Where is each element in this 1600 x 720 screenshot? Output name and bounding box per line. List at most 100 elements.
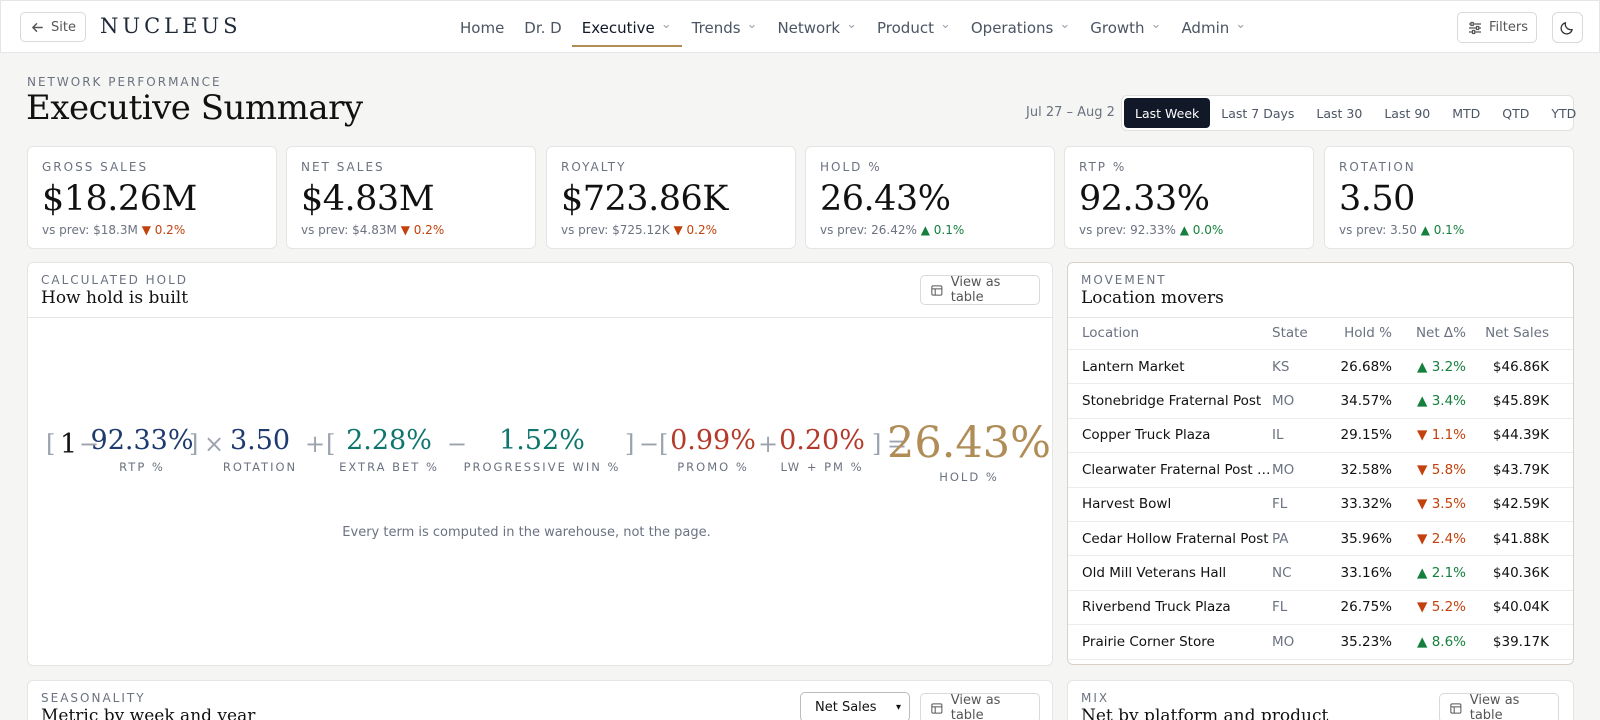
column-header[interactable]: Net Δ% [1415, 325, 1466, 341]
term-promo-value: 0.99% [670, 425, 756, 456]
net-delta-cell: ▲ 8.6% [1417, 633, 1466, 650]
kpi-card-net-sales: NET SALES $4.83M vs prev: $4.83M ▼ 0.2% [286, 146, 536, 249]
net-delta-cell: ▲ 3.2% [1417, 358, 1466, 375]
filters-label: Filters [1489, 20, 1528, 35]
kpi-label: GROSS SALES [42, 160, 149, 174]
term-hold-label: HOLD % [939, 470, 999, 484]
column-header[interactable]: Net Sales [1485, 325, 1549, 341]
range-option-ytd[interactable]: YTD [1551, 105, 1577, 121]
kpi-delta: ▲ 0.0% [1179, 223, 1224, 237]
seasonality-view-as-table-button[interactable]: View as table [920, 693, 1040, 720]
range-option-last-7-days[interactable]: Last 7 Days [1221, 105, 1295, 121]
bracket-open: [ [659, 430, 669, 458]
kpi-comparison: vs prev: $18.3M ▼ 0.2% [42, 223, 262, 237]
minus-operator: − [79, 430, 100, 458]
nav-item-admin[interactable]: Admin ⌄ [1171, 1, 1256, 54]
nav-item-operations[interactable]: Operations ⌄ [961, 1, 1080, 54]
range-option-last-week[interactable]: Last Week [1124, 98, 1211, 128]
kpi-card-rotation: ROTATION 3.50 vs prev: 3.50 ▲ 0.1% [1324, 146, 1574, 249]
nav-item-product[interactable]: Product ⌄ [867, 1, 961, 54]
hold-cell: 33.32% [1340, 496, 1392, 513]
times-operator: × [204, 430, 225, 458]
table-row[interactable]: Stonebridge Fraternal Post MO 34.57% ▲ 3.4%… [1068, 384, 1573, 419]
calculated-hold-panel: CALCULATED HOLD How hold is built View a… [27, 262, 1053, 666]
state-cell: MO [1272, 633, 1295, 650]
kpi-value: 92.33% [1079, 179, 1210, 219]
mix-panel-title: Net by platform and product [1081, 706, 1329, 720]
net-delta-cell: ▼ 2.4% [1417, 530, 1466, 547]
location-cell: Prairie Corner Store [1082, 633, 1215, 650]
moon-icon [1560, 22, 1573, 35]
nav-item-dr-d[interactable]: Dr. D [514, 1, 571, 54]
term-promo: 0.99% PROMO % [670, 425, 756, 474]
term-extra-bet-label: EXTRA BET % [339, 460, 439, 474]
term-promo-label: PROMO % [677, 460, 749, 474]
hold-view-as-table-button[interactable]: View as table [920, 275, 1040, 305]
range-option-last-30[interactable]: Last 30 [1316, 105, 1363, 121]
table-row[interactable]: Prairie Corner Store MO 35.23% ▲ 8.6% $39.17… [1068, 625, 1573, 660]
kpi-previous: vs prev: $4.83M [301, 223, 397, 237]
kpi-comparison: vs prev: $725.12K ▼ 0.2% [561, 223, 781, 237]
hold-formula: [ 1 − 92.33% RTP % ] × 3.50 ROTATION + [… [0, 419, 1053, 495]
range-option-last-90[interactable]: Last 90 [1384, 105, 1431, 121]
nav-item-label: Trends [691, 18, 741, 37]
view-as-table-label: View as table [950, 693, 1001, 720]
minus-operator: − [447, 430, 468, 458]
column-header[interactable]: Hold % [1344, 325, 1392, 341]
kpi-card-rtp: RTP % 92.33% vs prev: 92.33% ▲ 0.0% [1064, 146, 1314, 249]
nav-item-label: Operations [970, 18, 1054, 37]
table-row[interactable]: Harvest Bowl FL 33.32% ▼ 3.5% $42.59K [1068, 488, 1573, 522]
chevron-down-icon: ⌄ [939, 17, 951, 32]
page-title: Executive Summary [26, 88, 363, 128]
nav-item-growth[interactable]: Growth ⌄ [1080, 1, 1171, 54]
bracket-close: ] [625, 430, 635, 458]
mix-view-as-table-button[interactable]: View as table [1439, 693, 1559, 720]
table-row[interactable]: Lantern Market KS 26.68% ▲ 3.2% $46.86K [1068, 350, 1573, 385]
range-option-mtd[interactable]: MTD [1452, 105, 1481, 121]
kpi-delta: ▼ 0.2% [400, 223, 445, 237]
table-row[interactable]: Clearwater Fraternal Post #... MO 32.58% ▼ … [1068, 453, 1573, 488]
chevron-down-icon: ▾ [895, 702, 901, 713]
table-row[interactable]: Copper Truck Plaza IL 29.15% ▼ 1.1% $44.39K [1068, 419, 1573, 454]
table-row[interactable]: Old Mill Veterans Hall NC 33.16% ▲ 2.1% $40.… [1068, 556, 1573, 591]
kpi-value: $18.26M [42, 179, 197, 219]
term-progressive-value: 1.52% [499, 425, 585, 456]
table-icon [1450, 702, 1462, 714]
kpi-label: ROYALTY [561, 160, 627, 174]
nav-item-home[interactable]: Home [450, 1, 514, 54]
chevron-down-icon: ⌄ [660, 17, 672, 32]
plus-operator: + [758, 430, 779, 458]
net-sales-cell: $43.79K [1492, 461, 1549, 478]
hold-cell: 29.15% [1340, 427, 1392, 444]
location-cell: Stonebridge Fraternal Post [1082, 393, 1262, 410]
bracket-open: [ [46, 430, 56, 458]
view-as-table-label: View as table [1469, 693, 1520, 720]
mix-panel-eyebrow: MIX [1081, 691, 1110, 705]
column-header[interactable]: State [1272, 325, 1308, 341]
kpi-comparison: vs prev: 92.33% ▲ 0.0% [1079, 223, 1299, 237]
back-to-site-button[interactable]: Site [20, 12, 86, 42]
kpi-comparison: vs prev: 3.50 ▲ 0.1% [1339, 223, 1559, 237]
bracket-open: [ [326, 430, 336, 458]
bracket-close: ] [872, 430, 882, 458]
chevron-down-icon: ⌄ [846, 17, 857, 32]
top-bar: Site NUCLEUS Home Dr. D Executive ⌄ Trends ⌄ N… [0, 0, 1600, 53]
range-option-qtd[interactable]: QTD [1502, 105, 1530, 121]
net-sales-cell: $41.88K [1492, 530, 1549, 547]
kpi-label: HOLD % [820, 160, 882, 174]
kpi-card-gross-sales: GROSS SALES $18.26M vs prev: $18.3M ▼ 0.2% [27, 146, 277, 249]
column-header[interactable]: Location [1082, 325, 1140, 341]
metric-select[interactable]: Net Sales ▾ [800, 692, 910, 720]
net-delta-cell: ▲ 3.4% [1417, 393, 1466, 410]
chevron-down-icon: ⌄ [1235, 17, 1247, 32]
nav-item-network[interactable]: Network ⌄ [767, 1, 867, 54]
nav-item-trends[interactable]: Trends ⌄ [682, 1, 768, 54]
table-row[interactable]: Riverbend Truck Plaza FL 26.75% ▼ 5.2% $40.0… [1068, 591, 1573, 626]
filters-button[interactable]: Filters [1457, 12, 1537, 43]
kpi-value: 3.50 [1339, 179, 1415, 219]
nav-item-executive[interactable]: Executive ⌄ [571, 1, 682, 54]
table-row[interactable]: Cedar Hollow Fraternal Post PA 35.96% ▼ 2.4… [1068, 522, 1573, 557]
theme-toggle-button[interactable] [1552, 12, 1583, 43]
mix-panel: MIX Net by platform and product View as … [1067, 680, 1574, 720]
location-cell: Copper Truck Plaza [1082, 427, 1211, 444]
